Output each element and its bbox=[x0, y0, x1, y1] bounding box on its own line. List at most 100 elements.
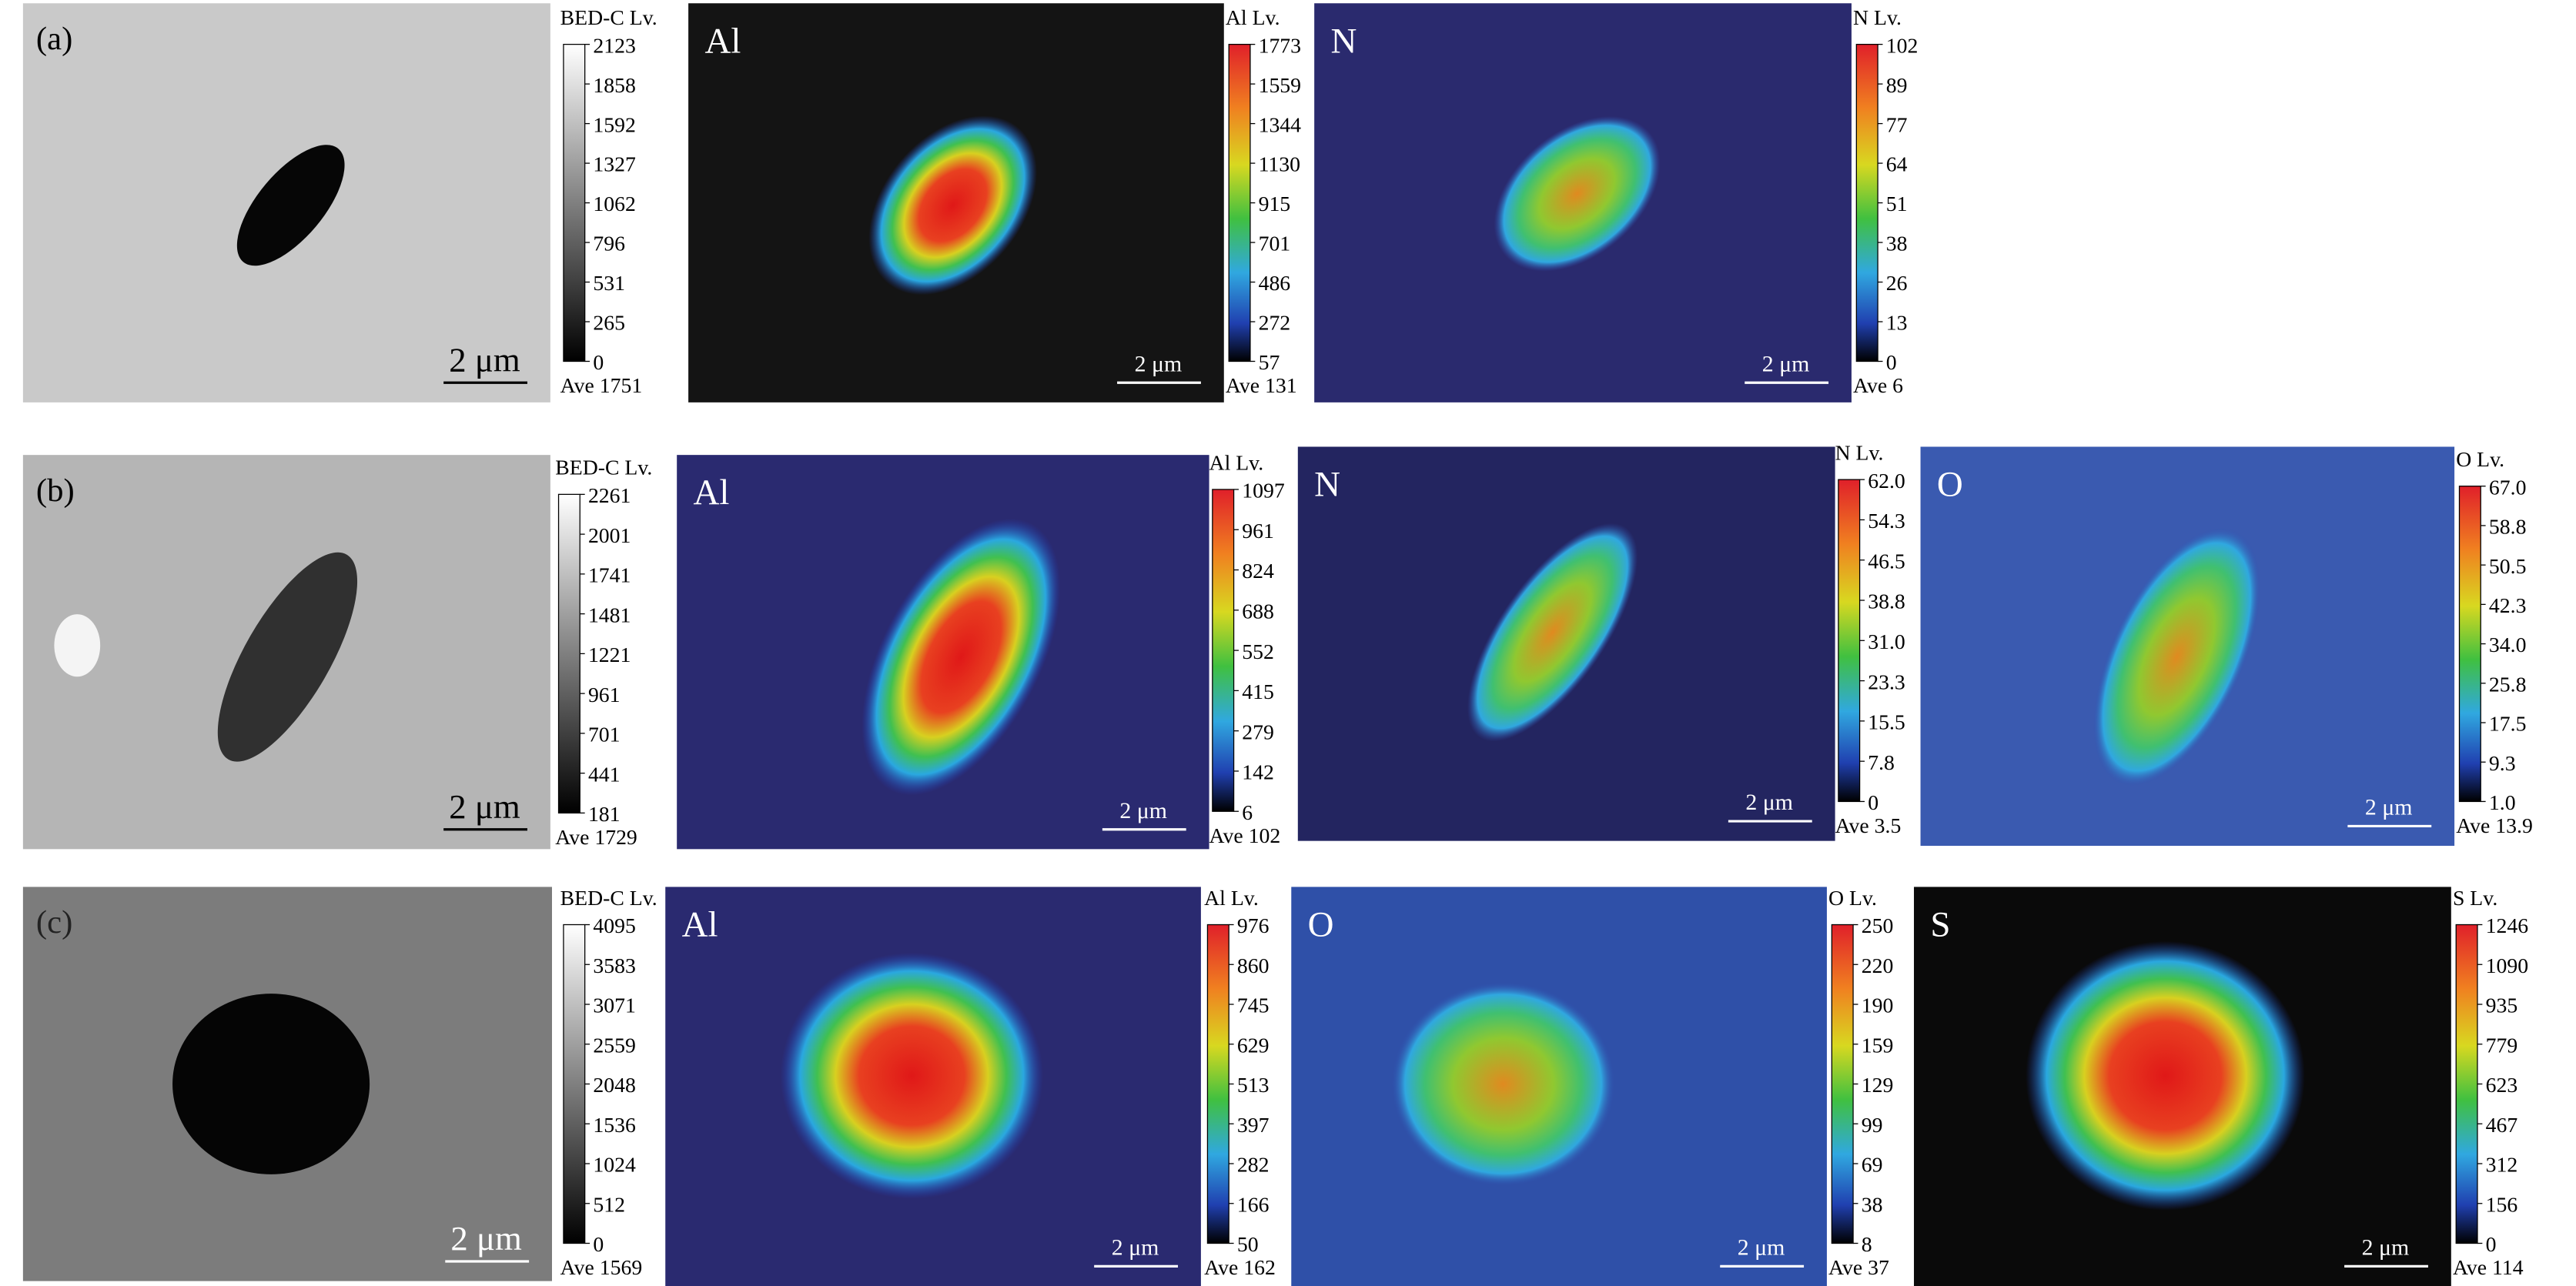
colorbar-tick-label: 2261 bbox=[588, 484, 631, 508]
colorbar-tick-label: 441 bbox=[588, 763, 621, 787]
colorbar-title: N Lv. bbox=[1853, 6, 1902, 30]
colorbar-tick-label: 181 bbox=[588, 803, 621, 827]
colorbar-tick-label: 976 bbox=[1237, 914, 1270, 938]
colorbar-tick-label: 961 bbox=[588, 683, 621, 707]
colorbar-tick-label: 1221 bbox=[588, 643, 631, 667]
colorbar-tick-label: 26 bbox=[1886, 272, 1908, 296]
scale-bar-label: 2 μm bbox=[1762, 351, 1810, 376]
colorbar-tick-label: 0 bbox=[593, 1233, 604, 1257]
colorbar-tick-label: 64 bbox=[1886, 153, 1908, 177]
element-label: N bbox=[1314, 464, 1340, 504]
particle bbox=[780, 952, 1044, 1199]
colorbar-tick-label: 38 bbox=[1886, 232, 1908, 256]
colorbar-tick-label: 1481 bbox=[588, 603, 631, 627]
element-label: O bbox=[1937, 464, 1963, 504]
particle bbox=[172, 994, 370, 1174]
colorbar-tick-label: 129 bbox=[1862, 1074, 1894, 1097]
average-label: Ave 1729 bbox=[555, 826, 637, 850]
colorbar-tick-label: 701 bbox=[588, 723, 621, 747]
colorbar bbox=[2455, 924, 2478, 1244]
colorbar-tick-label: 142 bbox=[1242, 761, 1274, 785]
colorbar-tick-label: 1592 bbox=[593, 113, 635, 137]
row-label: (b) bbox=[36, 473, 75, 509]
particle bbox=[54, 614, 101, 677]
colorbar-tick-label: 34.0 bbox=[2489, 633, 2527, 657]
colorbar bbox=[1855, 43, 1878, 362]
element-label: S bbox=[1930, 904, 1950, 944]
average-label: Ave 1569 bbox=[560, 1256, 643, 1280]
particle bbox=[1467, 523, 1638, 742]
colorbar-tick-label: 512 bbox=[593, 1193, 625, 1217]
colorbar-tick-label: 265 bbox=[593, 312, 625, 336]
colorbar-tick-label: 3583 bbox=[593, 954, 635, 978]
colorbar bbox=[557, 493, 580, 814]
colorbar-title: Al Lv. bbox=[1209, 451, 1264, 475]
colorbar-tick-label: 38 bbox=[1862, 1193, 1883, 1217]
colorbar-tick-label: 935 bbox=[2486, 994, 2518, 1018]
colorbar-tick-label: 38.8 bbox=[1868, 590, 1905, 614]
colorbar bbox=[1212, 489, 1235, 812]
colorbar-tick-label: 0 bbox=[1868, 791, 1878, 815]
colorbar-tick-label: 796 bbox=[593, 232, 625, 256]
colorbar bbox=[1206, 924, 1229, 1244]
colorbar-title: Al Lv. bbox=[1204, 887, 1259, 910]
colorbar-tick-label: 25.8 bbox=[2489, 673, 2527, 696]
colorbar-tick-label: 552 bbox=[1242, 640, 1274, 664]
colorbar-tick-label: 2559 bbox=[593, 1034, 635, 1057]
colorbar-tick-label: 1062 bbox=[593, 192, 635, 216]
particle bbox=[1391, 982, 1615, 1186]
particle bbox=[1494, 115, 1661, 272]
scale-bar-label: 2 μm bbox=[449, 340, 520, 379]
scale-bar-label: 2 μm bbox=[2362, 1234, 2410, 1260]
colorbar-tick-label: 2048 bbox=[593, 1074, 635, 1097]
colorbar bbox=[563, 43, 586, 362]
colorbar-tick-label: 8 bbox=[1862, 1233, 1872, 1257]
colorbar-tick-label: 62.0 bbox=[1868, 469, 1905, 493]
colorbar-tick-label: 1858 bbox=[593, 74, 635, 98]
average-label: Ave 114 bbox=[2453, 1256, 2524, 1280]
colorbar-tick-label: 531 bbox=[593, 272, 625, 296]
colorbar-tick-label: 1773 bbox=[1259, 34, 1301, 58]
colorbar-title: BED-C Lv. bbox=[555, 456, 652, 480]
colorbar-title: O Lv. bbox=[2456, 448, 2504, 472]
row-label: (a) bbox=[36, 21, 72, 57]
particle bbox=[236, 145, 345, 266]
colorbar-tick-label: 745 bbox=[1237, 994, 1270, 1018]
row-label: (c) bbox=[36, 904, 72, 940]
scale-bar-label: 2 μm bbox=[450, 1219, 522, 1258]
particle bbox=[2093, 527, 2261, 787]
colorbar-tick-label: 190 bbox=[1862, 994, 1894, 1018]
element-label: Al bbox=[704, 21, 741, 61]
colorbar-tick-label: 623 bbox=[2486, 1074, 2518, 1097]
average-label: Ave 1751 bbox=[560, 374, 643, 398]
colorbar-tick-label: 0 bbox=[1886, 351, 1897, 375]
colorbar-tick-label: 46.5 bbox=[1868, 549, 1905, 573]
colorbar-tick-label: 67.0 bbox=[2489, 476, 2527, 499]
average-label: Ave 3.5 bbox=[1835, 814, 1902, 838]
scale-bar-label: 2 μm bbox=[1135, 351, 1183, 376]
colorbar-tick-label: 31.0 bbox=[1868, 630, 1905, 654]
colorbar-tick-label: 50.5 bbox=[2489, 555, 2527, 579]
colorbar bbox=[563, 924, 586, 1244]
colorbar-tick-label: 688 bbox=[1242, 600, 1274, 623]
colorbar bbox=[2458, 486, 2481, 803]
average-label: Ave 13.9 bbox=[2456, 814, 2533, 838]
average-label: Ave 162 bbox=[1204, 1256, 1276, 1280]
colorbar-tick-label: 42.3 bbox=[2489, 594, 2527, 618]
colorbar-tick-label: 0 bbox=[593, 351, 604, 375]
colorbar-tick-label: 102 bbox=[1886, 34, 1919, 58]
element-label: O bbox=[1308, 904, 1334, 944]
colorbar-tick-label: 1327 bbox=[593, 153, 636, 177]
element-label: N bbox=[1330, 21, 1357, 61]
colorbar-title: O Lv. bbox=[1828, 887, 1877, 910]
colorbar-tick-label: 629 bbox=[1237, 1034, 1270, 1057]
colorbar-tick-label: 54.3 bbox=[1868, 509, 1905, 533]
colorbar-tick-label: 7.8 bbox=[1868, 751, 1895, 775]
colorbar-tick-label: 2123 bbox=[593, 34, 635, 58]
colorbar-tick-label: 3071 bbox=[593, 994, 635, 1018]
element-label: Al bbox=[694, 473, 730, 513]
average-label: Ave 131 bbox=[1226, 374, 1297, 398]
element-label: Al bbox=[682, 904, 718, 944]
colorbar-tick-label: 1246 bbox=[2486, 914, 2529, 938]
